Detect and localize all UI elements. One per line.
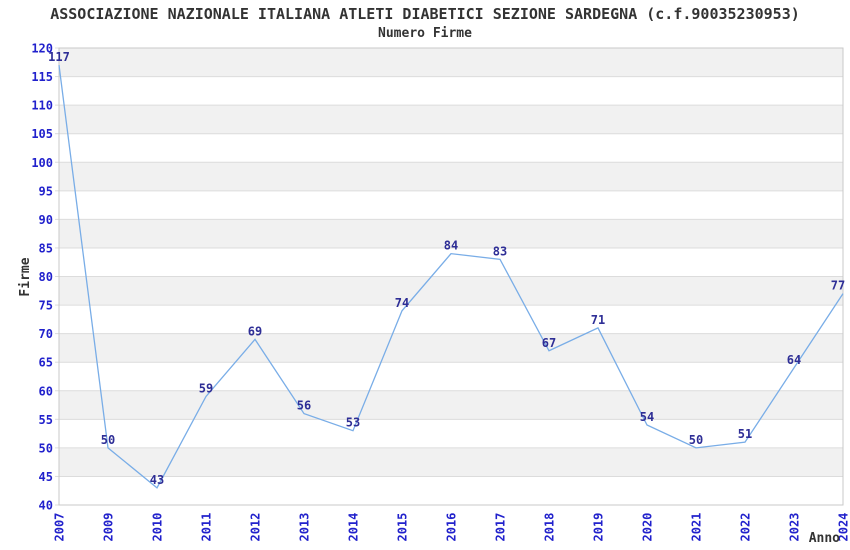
plot-border <box>58 47 844 506</box>
y-tick-label: 85 <box>39 241 53 255</box>
band <box>59 476 843 505</box>
band <box>59 162 843 191</box>
x-tick-label: 2015 <box>396 513 410 542</box>
y-tick-label: 100 <box>31 156 53 170</box>
band <box>59 133 843 163</box>
y-tick-label: 65 <box>39 356 53 370</box>
band <box>59 105 843 134</box>
x-tick-label: 2021 <box>690 513 704 542</box>
band <box>59 419 843 448</box>
y-tick-label: 90 <box>39 213 53 227</box>
data-label: 54 <box>640 410 654 424</box>
data-label: 71 <box>591 313 605 327</box>
y-tick-label: 60 <box>39 384 53 398</box>
y-tick-label: 115 <box>31 70 53 84</box>
band <box>59 390 843 420</box>
band <box>59 219 843 248</box>
band <box>59 76 843 106</box>
data-label: 43 <box>150 473 164 487</box>
x-tick-label: 2022 <box>739 513 753 542</box>
x-tick-label: 2010 <box>151 513 165 542</box>
y-tick-label: 110 <box>31 99 53 113</box>
chart-subtitle: Numero Firme <box>378 26 472 41</box>
x-tick-label: 2014 <box>347 513 361 542</box>
band <box>59 305 843 334</box>
data-label: 50 <box>689 433 703 447</box>
x-tick-label: 2012 <box>249 513 263 542</box>
x-tick-label: 2019 <box>592 513 606 542</box>
band <box>59 48 843 77</box>
y-tick-label: 80 <box>39 270 53 284</box>
y-tick-label: 70 <box>39 327 53 341</box>
x-tick-label: 2009 <box>102 513 116 542</box>
x-tick-label: 2017 <box>494 513 508 542</box>
x-axis-title: Anno <box>809 531 840 546</box>
band <box>59 276 843 306</box>
data-label: 64 <box>787 353 801 367</box>
y-tick-label: 40 <box>39 499 53 513</box>
data-label: 69 <box>248 324 262 338</box>
y-tick-label: 55 <box>39 413 53 427</box>
band <box>59 247 843 277</box>
x-tick-label: 2013 <box>298 513 312 542</box>
y-tick-label: 120 <box>31 42 53 56</box>
band <box>59 362 843 391</box>
y-tick-label: 50 <box>39 441 53 455</box>
plot-bands <box>59 48 843 505</box>
y-tick-label: 95 <box>39 184 53 198</box>
data-label: 84 <box>444 239 458 253</box>
data-label: 74 <box>395 296 409 310</box>
data-label: 59 <box>199 381 213 395</box>
data-line <box>58 65 844 489</box>
x-tick-label: 2024 <box>837 513 850 542</box>
y-tick-label: 105 <box>31 127 53 141</box>
x-tick-label: 2020 <box>641 513 655 542</box>
x-tick-label: 2007 <box>53 513 67 542</box>
data-label: 83 <box>493 244 507 258</box>
data-label: 51 <box>738 427 752 441</box>
data-label: 56 <box>297 399 311 413</box>
data-label: 67 <box>542 336 556 350</box>
y-tick-label: 45 <box>39 470 53 484</box>
y-axis-title: Firme <box>18 257 33 296</box>
x-tick-label: 2016 <box>445 513 459 542</box>
data-label: 50 <box>101 433 115 447</box>
data-label: 77 <box>831 279 845 293</box>
x-tick-label: 2011 <box>200 513 214 542</box>
band <box>59 333 843 363</box>
data-label: 53 <box>346 416 360 430</box>
band <box>59 190 843 220</box>
band <box>59 447 843 477</box>
x-tick-label: 2018 <box>543 513 557 542</box>
x-tick-label: 2023 <box>788 513 802 542</box>
data-labels: 117 50 43 59 69 56 53 74 84 83 67 71 54 50 51 64 77 <box>48 50 845 487</box>
x-axis-labels: 2007 2009 2010 2011 2012 2013 2014 2015 2016 2017… <box>53 513 850 542</box>
data-label: 117 <box>48 50 70 64</box>
y-axis-labels: 40 45 50 55 60 65 70 75 80 85 90 95 100 105 110 115 120 <box>31 42 53 513</box>
chart-title: ASSOCIAZIONE NAZIONALE ITALIANA ATLETI D… <box>50 5 800 23</box>
y-tick-label: 75 <box>39 299 53 313</box>
